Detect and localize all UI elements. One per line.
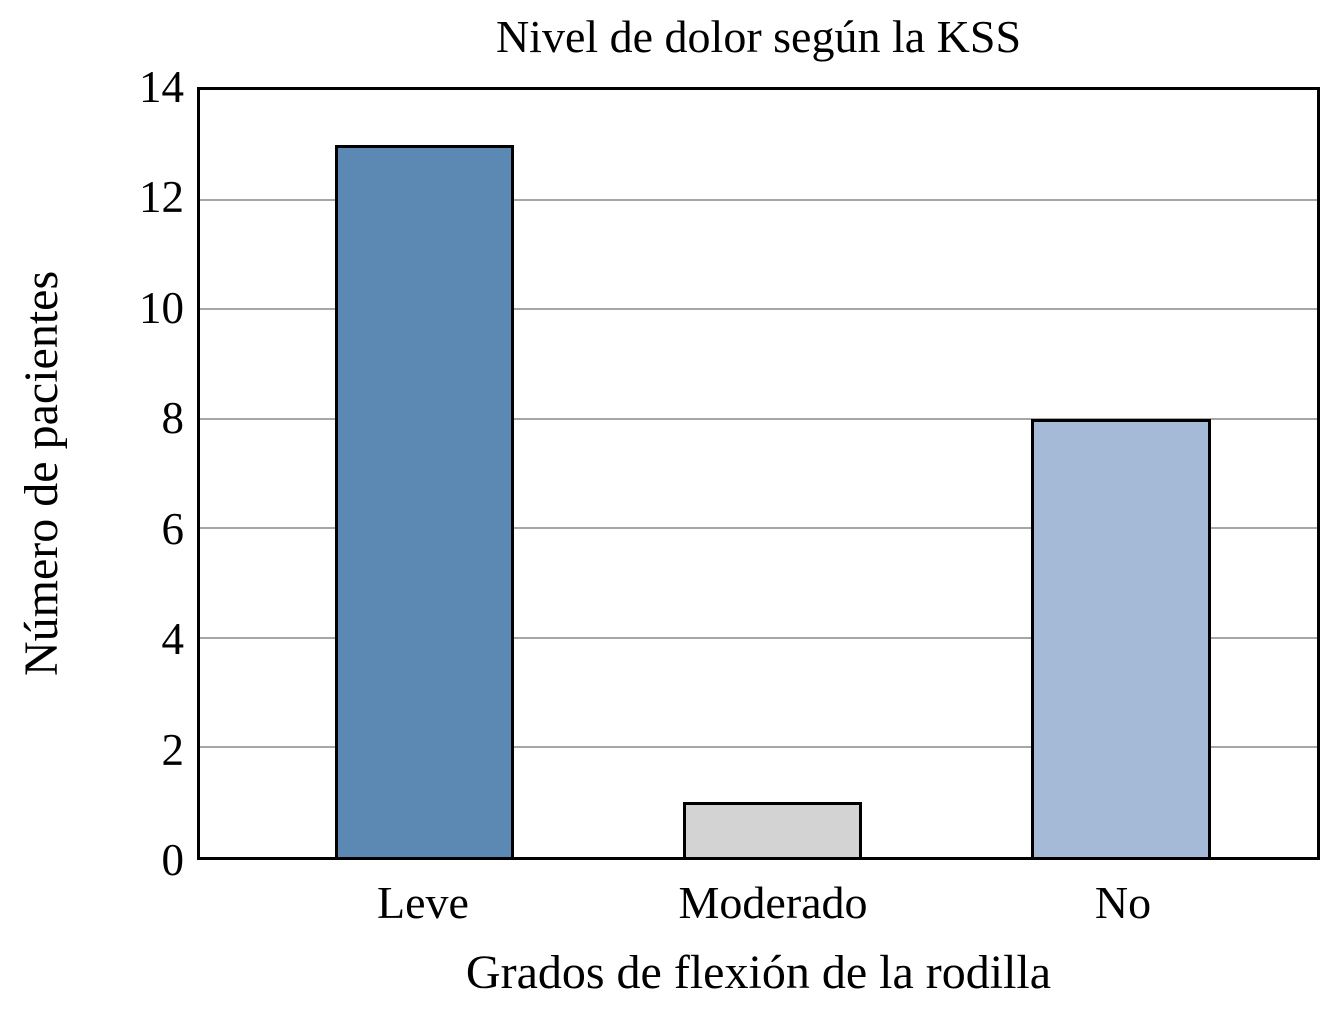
y-tick-label-14: 14 — [139, 62, 184, 112]
gridline-y-6 — [200, 527, 1317, 530]
y-tick-label-10: 10 — [139, 282, 184, 333]
y-tick-label-12: 12 — [139, 172, 184, 223]
y-axis-tick-labels: 0 2 4 6 8 10 12 14 — [80, 62, 185, 885]
y-axis-title: Número de pacientes — [15, 270, 68, 677]
plot-area — [197, 87, 1320, 860]
x-category-label-no: No — [1094, 877, 1152, 928]
y-tick-label-6: 6 — [161, 503, 185, 554]
gridline-y-4 — [200, 636, 1317, 639]
chart-title: Nivel de dolor según la KSS — [495, 11, 1022, 62]
gridline-y-10 — [200, 308, 1317, 311]
bar-moderado — [683, 802, 863, 857]
y-tick-label-2: 2 — [161, 724, 185, 775]
bar-no — [1031, 418, 1211, 857]
gridline-y-12 — [200, 198, 1317, 201]
x-category-label-moderado: Moderado — [678, 877, 868, 928]
x-category-label-leve: Leve — [377, 877, 469, 928]
x-axis-title: Grados de flexión de la rodilla — [465, 946, 1052, 999]
gridline-y-8 — [200, 417, 1317, 420]
gridline-y-2 — [200, 746, 1317, 749]
y-tick-label-0: 0 — [161, 835, 185, 885]
x-axis-category-labels: Leve Moderado No — [197, 872, 1320, 934]
bar-leve — [335, 144, 515, 857]
y-tick-label-8: 8 — [161, 393, 185, 444]
y-tick-label-4: 4 — [161, 614, 185, 665]
